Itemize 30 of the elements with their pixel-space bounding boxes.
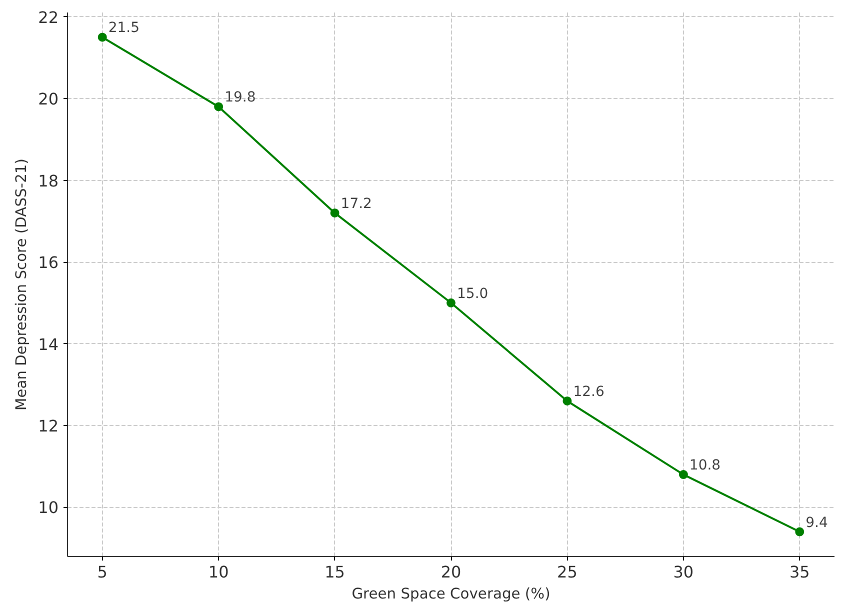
x-tick-label: 30 [673,562,694,582]
point [330,208,340,218]
x-tick-label: 15 [324,562,345,582]
text: 10.8 [689,458,721,474]
y-tick-label: 16 [38,253,58,272]
point [98,32,107,42]
x-tick-label: 5 [97,562,108,582]
text: 9.4 [806,514,828,531]
x-tick-label: 25 [557,562,578,582]
point [562,396,572,406]
y-tick-label: 12 [38,416,58,436]
x-tick-label: 35 [789,562,810,582]
text: 15.0 [457,286,488,302]
point [795,527,804,536]
x-tick-label: 10 [208,562,229,582]
y-tick-label: 20 [38,90,58,109]
x-axis-title: Green Space Coverage (%) [352,586,550,602]
text: 21.5 [108,20,140,36]
point [214,102,224,112]
text: 12.6 [573,384,604,400]
point [446,298,456,308]
y-tick-label: 14 [38,334,58,354]
y-tick-label: 18 [38,171,58,190]
text: 19.8 [224,90,256,106]
point [678,470,688,480]
y-tick-label: 10 [38,498,58,518]
x-tick-label: 20 [440,562,462,582]
text: 17.2 [340,196,372,212]
y-axis-title: Mean Depression Score (DASS-21) [13,158,30,410]
y-tick-label: 22 [38,8,58,27]
